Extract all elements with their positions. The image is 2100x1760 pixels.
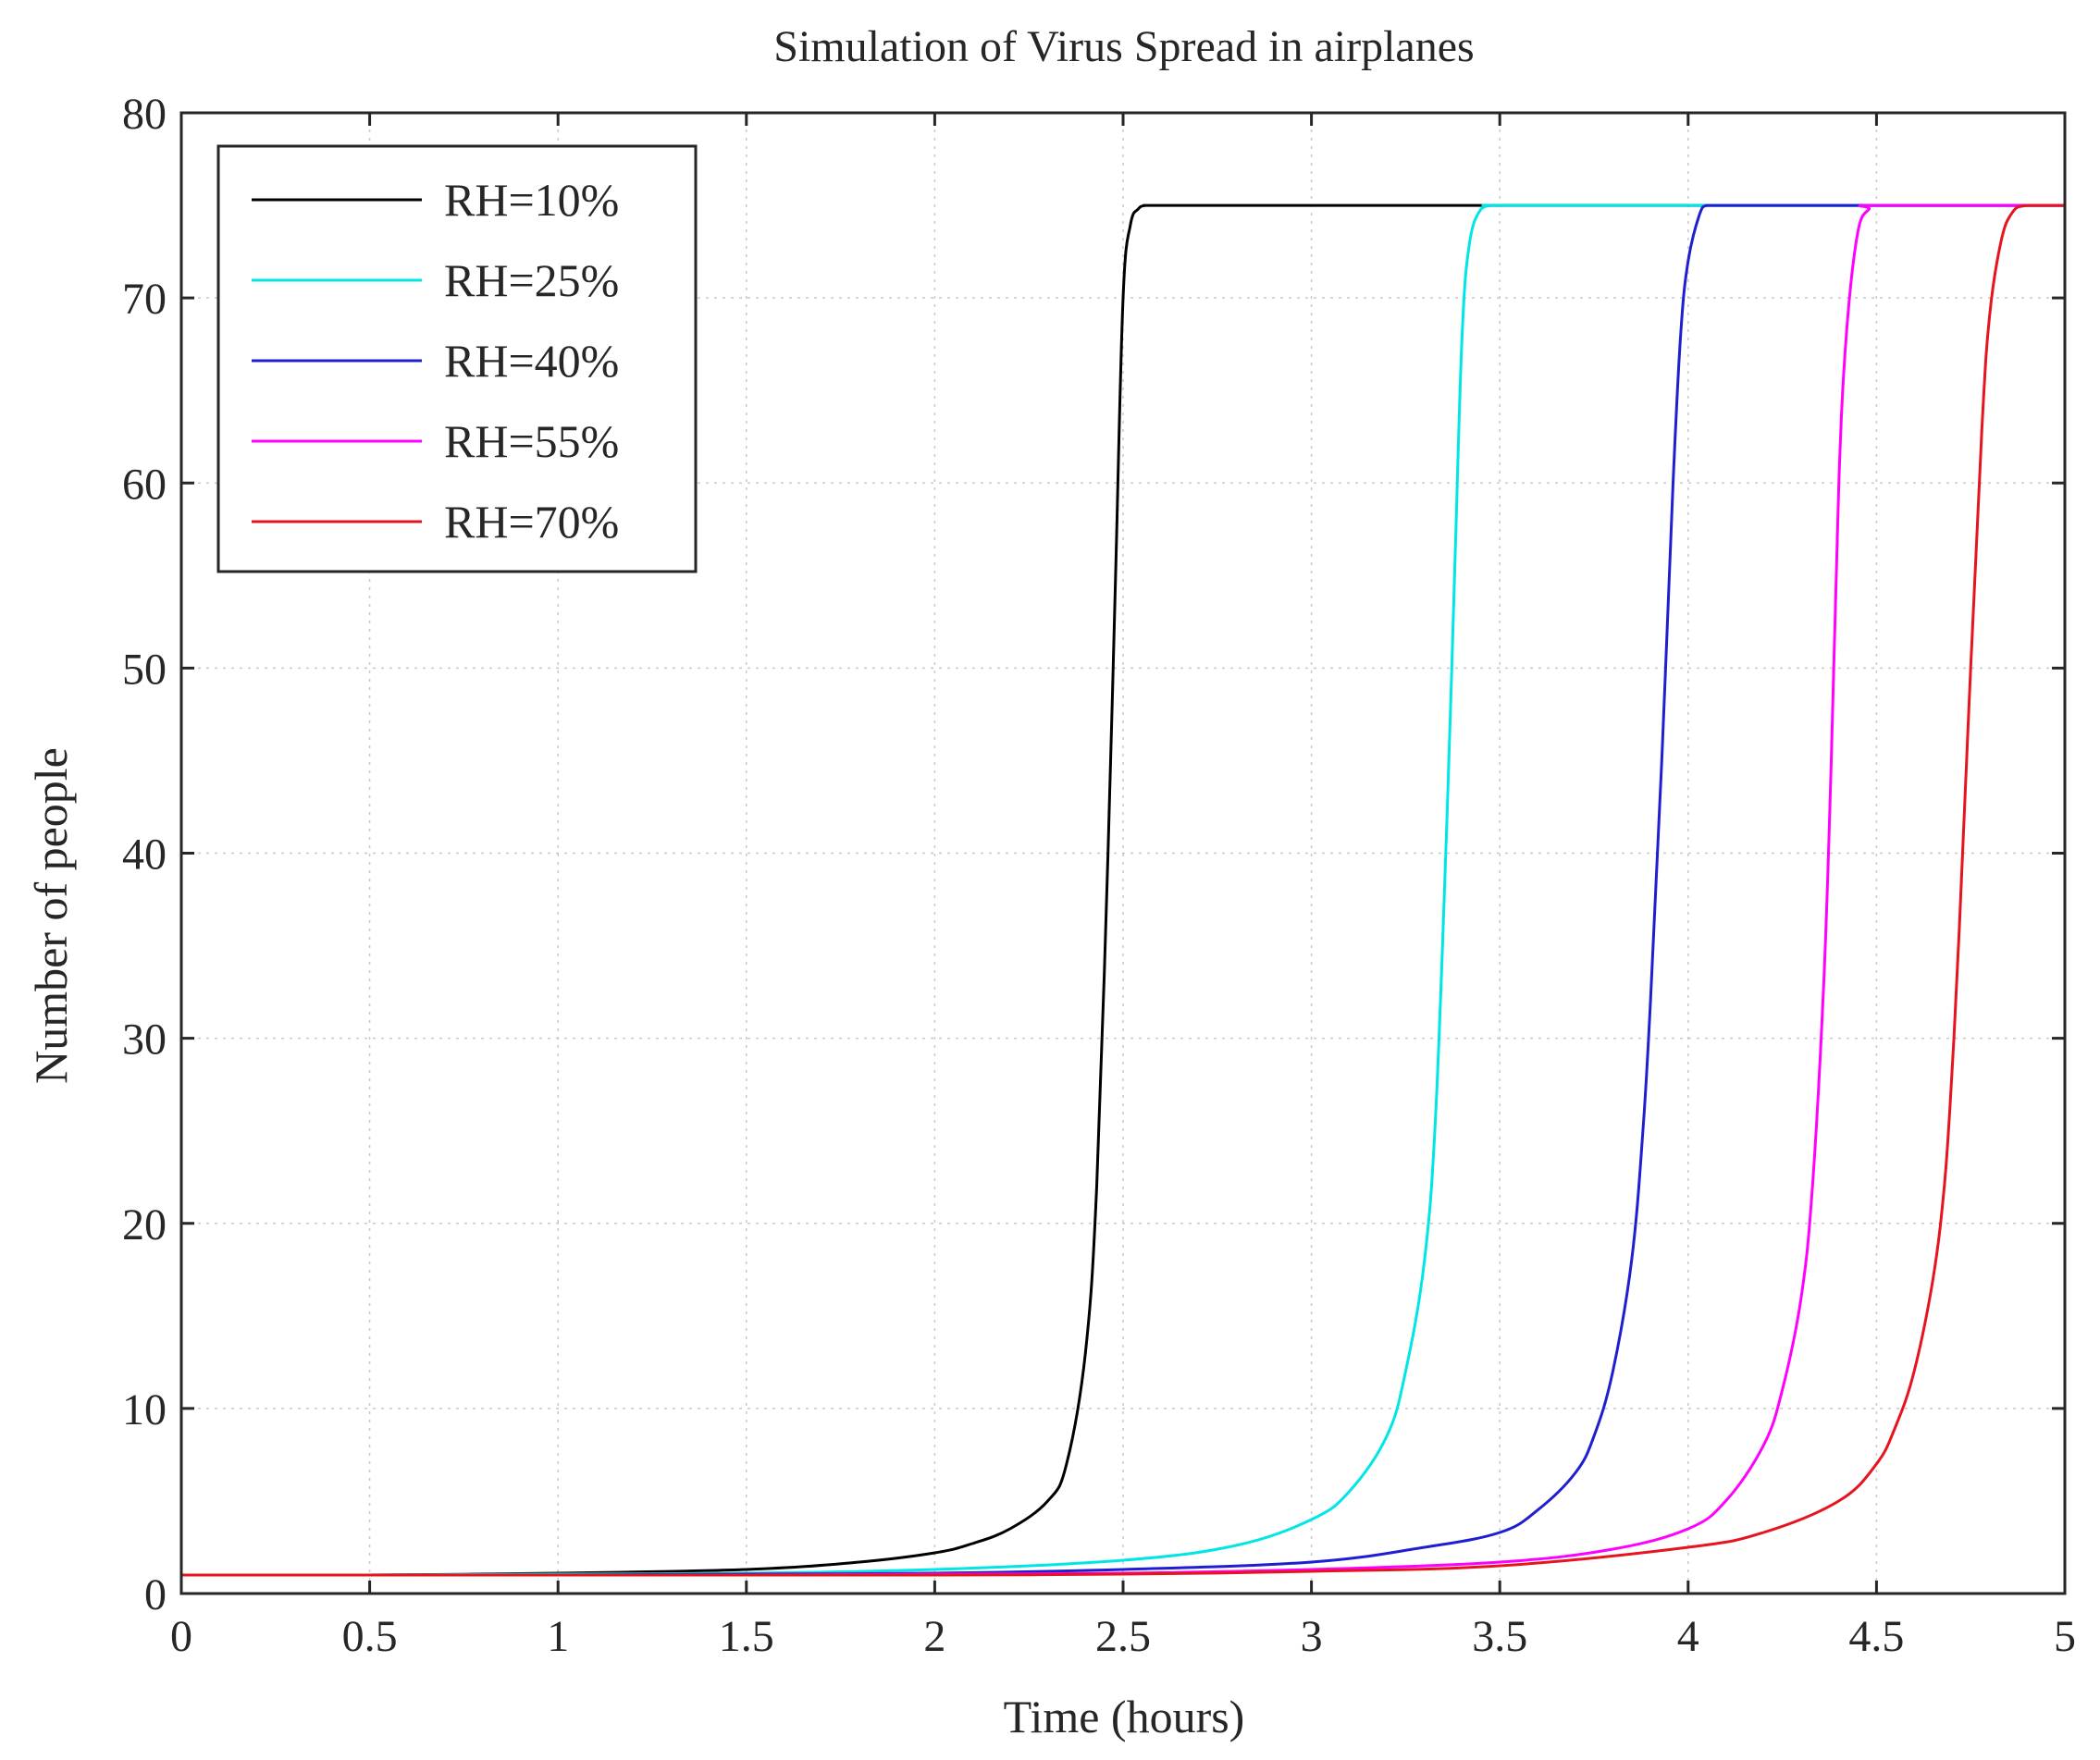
x-tick-label: 3.5 <box>1472 1612 1527 1661</box>
y-tick-label: 40 <box>122 831 167 880</box>
x-tick-label: 2 <box>923 1612 945 1661</box>
x-tick-label: 5 <box>2054 1612 2076 1661</box>
x-tick-label: 1.5 <box>719 1612 774 1661</box>
axis-ticks <box>179 111 2067 1595</box>
legend-label: RH=10% <box>444 174 619 226</box>
legend-box <box>216 144 698 573</box>
x-tick-label: 0 <box>170 1612 192 1661</box>
chart-title: Simulation of Virus Spread in airplanes <box>773 22 1474 71</box>
x-tick-label: 4.5 <box>1848 1612 1904 1661</box>
x-tick-label: 0.5 <box>342 1612 398 1661</box>
y-tick-label: 0 <box>144 1570 167 1619</box>
y-tick-label: 20 <box>122 1200 167 1249</box>
series-lines <box>180 203 2065 1577</box>
x-tick-label: 1 <box>547 1612 569 1661</box>
grid <box>181 113 2065 1594</box>
x-tick-label: 3 <box>1301 1612 1323 1661</box>
y-tick-label: 60 <box>122 460 167 509</box>
y-tick-label: 50 <box>122 645 167 694</box>
series-line-1 <box>180 203 2065 1577</box>
y-tick-label: 80 <box>122 90 167 139</box>
legend: RH=10% RH=25% RH=40% RH=55% RH=70% <box>216 144 698 573</box>
y-tick-label: 30 <box>122 1015 167 1065</box>
y-tick-label: 70 <box>122 275 167 324</box>
series-line-5 <box>180 203 2065 1577</box>
y-tick-label: 10 <box>122 1385 167 1434</box>
legend-label: RH=55% <box>444 415 619 467</box>
x-tick-label: 2.5 <box>1095 1612 1151 1661</box>
legend-label: RH=40% <box>444 335 619 387</box>
legend-label: RH=25% <box>444 254 619 306</box>
legend-label: RH=70% <box>444 496 619 548</box>
x-axis-label: Time (hours) <box>1004 1691 1245 1742</box>
x-tick-label: 4 <box>1677 1612 1699 1661</box>
y-axis-label: Number of people <box>25 747 77 1084</box>
